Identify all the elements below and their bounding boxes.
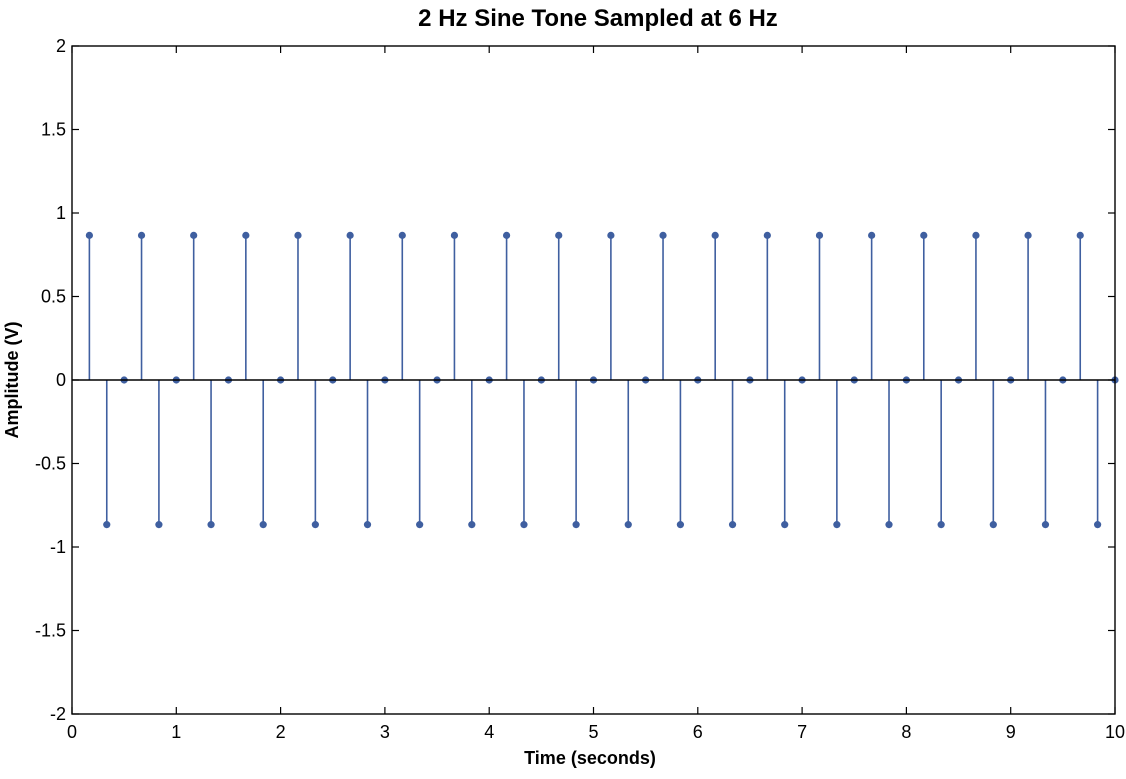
stem-marker bbox=[676, 521, 685, 529]
plot-frame bbox=[71, 45, 1116, 715]
x-tick-label: 1 bbox=[171, 722, 181, 742]
stem-marker bbox=[763, 231, 771, 239]
stem-marker bbox=[555, 231, 563, 239]
x-tick-label: 2 bbox=[276, 722, 286, 742]
stem-marker bbox=[137, 231, 146, 239]
stem-marker bbox=[972, 231, 980, 239]
stem-marker bbox=[190, 231, 198, 239]
x-tick-label: 3 bbox=[380, 722, 390, 742]
stem-marker bbox=[398, 231, 406, 239]
stem-marker bbox=[363, 521, 372, 529]
stem-marker bbox=[1076, 231, 1084, 239]
x-tick-label: 9 bbox=[1006, 722, 1016, 742]
stem-marker bbox=[1094, 521, 1102, 529]
x-tick-label: 0 bbox=[67, 722, 77, 742]
stem-marker bbox=[346, 231, 354, 239]
stem-marker bbox=[103, 521, 111, 529]
y-tick-label: 0.5 bbox=[41, 287, 66, 307]
y-tick-label: -1 bbox=[50, 537, 66, 557]
x-axis-label: Time (seconds) bbox=[524, 748, 656, 768]
stem-marker bbox=[659, 231, 667, 239]
ticks-layer: 0 1 2 3 4 5 6 7 8 9 10 -2 -1.5 -1 -0.5 0 0.5 1 1.5 2 bbox=[35, 36, 1125, 742]
x-tick-label: 10 bbox=[1105, 722, 1125, 742]
chart-title: 2 Hz Sine Tone Sampled at 6 Hz bbox=[418, 5, 778, 32]
stem-marker bbox=[572, 521, 580, 529]
y-tick-label: -1.5 bbox=[35, 621, 66, 641]
y-axis-label: Amplitude (V) bbox=[2, 322, 22, 439]
x-tick-label: 5 bbox=[588, 722, 598, 742]
y-tick-label: -2 bbox=[50, 704, 66, 724]
stem-marker bbox=[416, 521, 424, 529]
stem-marker bbox=[468, 521, 476, 529]
stem-marker bbox=[520, 521, 528, 529]
stem-marker bbox=[868, 231, 876, 239]
x-tick-label: 4 bbox=[484, 722, 494, 742]
y-tick-label: 2 bbox=[56, 36, 66, 56]
y-tick-label: 1.5 bbox=[41, 120, 66, 140]
stem-marker bbox=[259, 521, 267, 529]
stem-marker bbox=[311, 521, 319, 529]
stem-marker bbox=[781, 521, 789, 529]
stem-marker bbox=[815, 231, 824, 239]
stem-marker bbox=[624, 521, 632, 529]
stem-marker bbox=[937, 521, 945, 529]
y-tick-label: 1 bbox=[56, 203, 66, 223]
stem-marker bbox=[450, 231, 459, 239]
stem-marker bbox=[989, 521, 997, 529]
stem-marker bbox=[502, 231, 511, 239]
stem-marker bbox=[885, 521, 893, 529]
x-tick-label: 6 bbox=[693, 722, 703, 742]
stem-marker bbox=[728, 521, 737, 529]
stem-marker bbox=[207, 521, 215, 529]
y-tick-label: 0 bbox=[56, 370, 66, 390]
stems-layer bbox=[85, 231, 1119, 529]
x-tick-label: 8 bbox=[901, 722, 911, 742]
stem-marker bbox=[294, 231, 302, 239]
stem-marker bbox=[242, 231, 250, 239]
stem-marker bbox=[711, 231, 719, 239]
stem-marker bbox=[1024, 231, 1032, 239]
stem-marker bbox=[920, 231, 928, 239]
x-tick-label: 7 bbox=[797, 722, 807, 742]
y-tick-label: -0.5 bbox=[35, 454, 66, 474]
stem-marker bbox=[607, 231, 615, 239]
stem-marker bbox=[85, 231, 93, 239]
stem-marker bbox=[833, 521, 841, 529]
stem-marker bbox=[155, 521, 163, 529]
stem-marker bbox=[1041, 521, 1050, 529]
